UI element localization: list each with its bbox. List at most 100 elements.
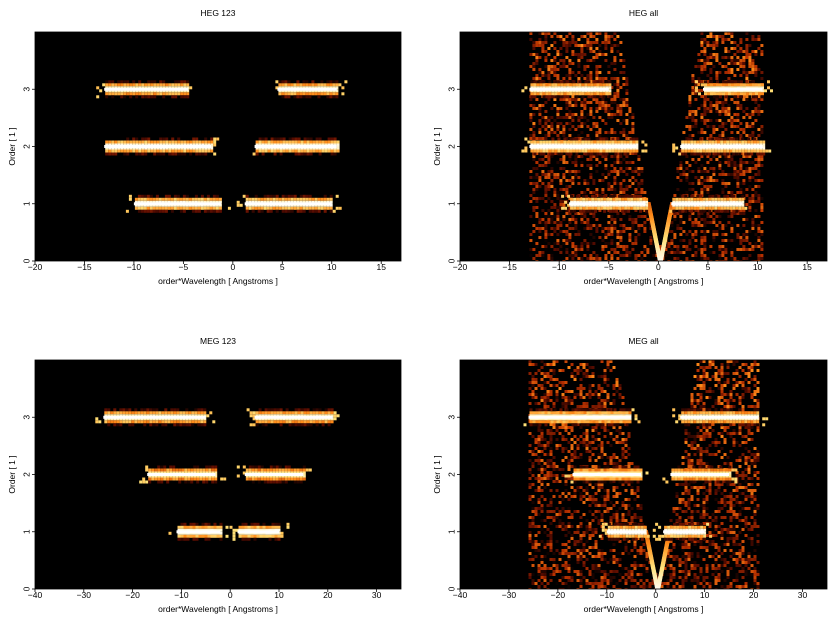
band-cell <box>252 423 256 427</box>
background-cell <box>685 161 689 164</box>
background-cell <box>706 257 710 260</box>
background-cell <box>559 53 563 56</box>
background-cell <box>604 41 608 44</box>
background-cell <box>739 188 743 191</box>
background-cell <box>553 242 557 245</box>
background-cell <box>589 155 593 158</box>
band-cell <box>241 537 245 541</box>
band-cell <box>277 525 281 529</box>
background-cell <box>631 242 635 245</box>
band-cell <box>191 209 195 213</box>
background-cell <box>532 155 536 158</box>
band-cell <box>734 80 737 84</box>
background-cell <box>655 260 659 261</box>
background-cell <box>700 80 704 83</box>
band-cell <box>573 206 577 210</box>
band-cell <box>105 149 109 153</box>
background-cell <box>700 191 704 194</box>
band-cell <box>162 137 166 141</box>
background-cell <box>742 155 746 158</box>
band-cell <box>250 525 254 529</box>
background-cell <box>562 41 566 44</box>
background-cell <box>562 176 566 179</box>
band-cell <box>308 92 312 96</box>
band-cell <box>696 140 700 144</box>
background-cell <box>538 227 542 230</box>
background-cell <box>673 257 677 260</box>
background-cell <box>730 32 734 35</box>
background-cell <box>736 260 740 261</box>
band-cell <box>270 420 274 424</box>
band-cell <box>269 468 273 472</box>
background-cell <box>751 248 755 251</box>
band-cell <box>302 465 306 469</box>
band-cell <box>582 206 586 210</box>
background-cell <box>544 161 548 164</box>
background-cell <box>622 77 626 80</box>
band-cell <box>554 83 558 87</box>
background-cell <box>553 203 557 206</box>
background-cell <box>739 62 743 65</box>
background-cell <box>541 245 545 248</box>
background-cell <box>583 77 587 80</box>
background-cell <box>607 260 611 261</box>
band-cell <box>214 471 218 475</box>
background-cell <box>598 107 602 110</box>
band-cell <box>642 197 646 201</box>
background-cell <box>739 134 743 137</box>
background-cell <box>550 200 554 203</box>
background-cell <box>700 116 704 119</box>
band-cell <box>294 149 298 153</box>
background-cell <box>736 131 740 134</box>
order-band <box>672 137 772 156</box>
band-cell <box>156 83 160 87</box>
background-cell <box>598 257 602 260</box>
background-cell <box>709 32 713 35</box>
background-cell <box>532 44 536 47</box>
band-cell <box>768 149 772 153</box>
band-cell <box>584 149 588 153</box>
background-cell <box>703 110 707 113</box>
band-cell <box>272 206 276 210</box>
x-tick-label: −20 <box>28 262 43 272</box>
band-cell <box>696 206 700 210</box>
band-cell <box>311 92 315 96</box>
band-cell <box>326 80 330 84</box>
background-cell <box>736 248 740 251</box>
band-cell <box>332 92 336 96</box>
background-cell <box>739 227 743 230</box>
background-cell <box>601 188 605 191</box>
background-cell <box>760 128 764 131</box>
background-cell <box>580 218 584 221</box>
band-cell <box>750 152 754 156</box>
band-cell <box>248 477 252 481</box>
background-cell <box>622 230 626 233</box>
band-cell <box>172 468 176 472</box>
background-cell <box>757 113 761 116</box>
background-cell <box>622 158 626 161</box>
band-cell <box>203 197 207 201</box>
background-cell <box>553 152 557 155</box>
band-cell <box>303 152 307 156</box>
background-cell <box>565 161 569 164</box>
band-cell <box>245 194 249 198</box>
background-cell <box>556 233 560 236</box>
band-cell <box>338 83 342 87</box>
band-cell <box>570 194 574 198</box>
band-cell <box>759 152 763 156</box>
band-cell <box>297 408 301 412</box>
background-cell <box>598 104 602 107</box>
background-cell <box>688 182 692 185</box>
background-cell <box>745 236 749 239</box>
background-cell <box>535 185 539 188</box>
background-cell <box>586 227 590 230</box>
background-cell <box>544 125 548 128</box>
band-cell <box>200 411 204 415</box>
band-cell <box>693 206 697 210</box>
band-cell <box>275 480 279 484</box>
background-cell <box>703 119 707 122</box>
background-cell <box>697 59 701 62</box>
background-cell <box>550 125 554 128</box>
background-cell <box>556 248 560 251</box>
band-cell <box>198 534 202 538</box>
